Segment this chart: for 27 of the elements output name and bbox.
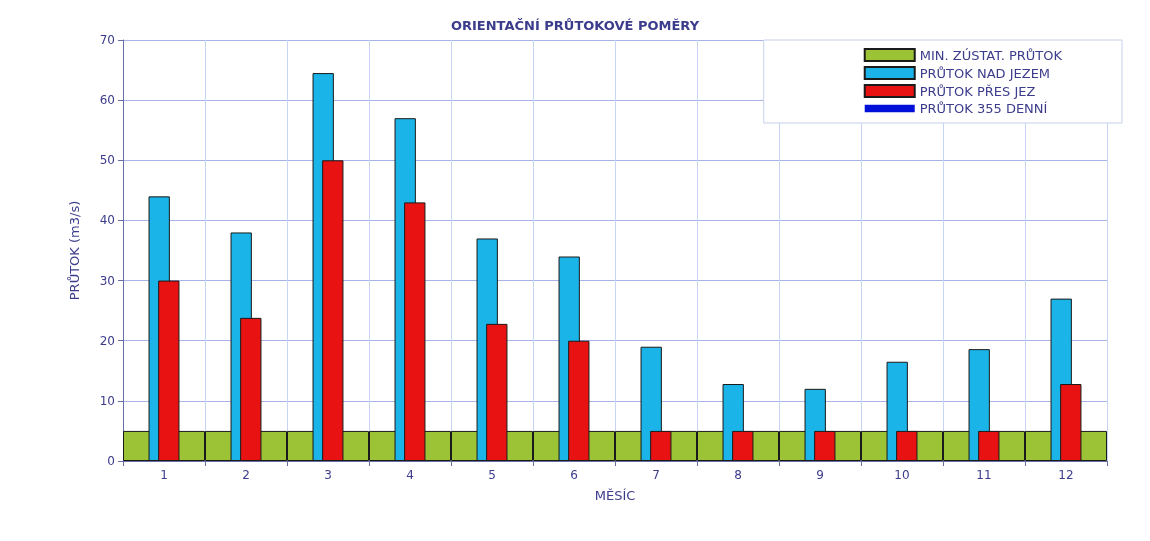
x-tick-label: 5 xyxy=(488,468,496,482)
x-tick-label: 1 xyxy=(160,468,168,482)
chart-title: ORIENTAČNÍ PRŮTOKOVÉ POMĚRY xyxy=(450,18,700,33)
x-tick-label: 7 xyxy=(652,468,660,482)
legend-label: MIN. ZÚSTAT. PRŮTOK xyxy=(919,47,1063,63)
y-tick-label: 0 xyxy=(107,454,115,468)
x-tick-label: 9 xyxy=(816,468,824,482)
y-tick-label: 70 xyxy=(99,33,115,47)
y-tick-label: 10 xyxy=(99,393,115,408)
x-tick-label: 10 xyxy=(894,468,910,482)
legend-label: PRŮTOK PŘES JEZ xyxy=(919,83,1036,99)
legend-label: PRŮTOK NAD JEZEM xyxy=(919,65,1051,81)
legend-label: PRŮTOK 355 DENNÍ xyxy=(919,101,1048,116)
y-tick-label: 30 xyxy=(99,273,115,288)
y-tick-label: 20 xyxy=(99,333,115,348)
x-tick-label: 12 xyxy=(1058,468,1074,482)
y-tick-label: 40 xyxy=(99,213,115,228)
x-tick-label: 3 xyxy=(324,468,332,482)
x-axis-title: MĚSÍC xyxy=(594,488,636,503)
y-tick-label: 50 xyxy=(99,153,115,168)
y-axis-title: PRŮTOK (m3/s) xyxy=(67,200,82,301)
y-tick-label: 60 xyxy=(99,93,115,108)
x-tick-label: 4 xyxy=(406,468,414,482)
x-tick-label: 11 xyxy=(976,468,992,482)
x-tick-label: 8 xyxy=(734,468,742,482)
x-tick-label: 6 xyxy=(570,468,578,482)
x-tick-label: 2 xyxy=(242,468,250,482)
